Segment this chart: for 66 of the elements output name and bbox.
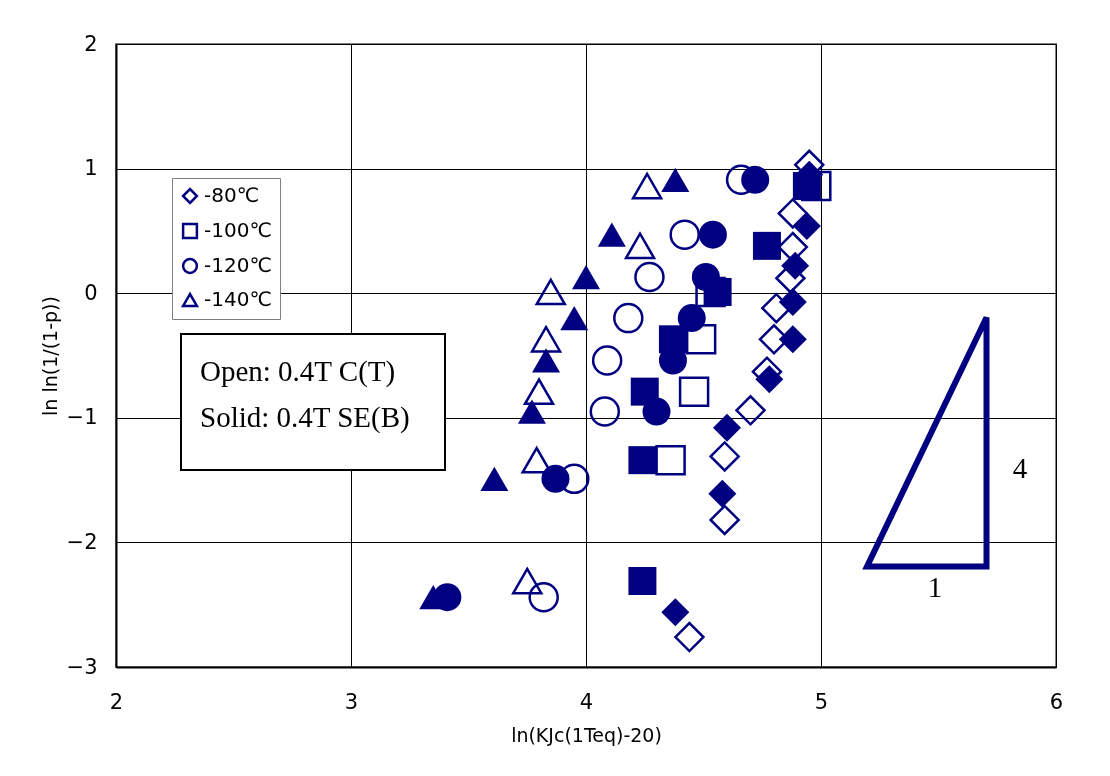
point xyxy=(792,211,821,240)
point xyxy=(655,444,686,476)
point xyxy=(678,376,710,407)
point xyxy=(741,165,770,194)
annotation: Solid: 0.4T SE(B) xyxy=(200,400,411,435)
x-tick-label: 6 xyxy=(1049,689,1064,714)
point xyxy=(691,263,720,291)
point xyxy=(613,302,644,334)
x-tick-label: 2 xyxy=(109,689,124,714)
y-axis-title: ln ln(1/(1-p)) xyxy=(38,296,61,416)
point xyxy=(535,278,566,306)
x-axis-title: ln(KJc(1Teq)-20) xyxy=(511,723,662,746)
point xyxy=(708,479,737,508)
point xyxy=(642,397,671,426)
y-tick-label: −2 xyxy=(66,529,98,554)
point xyxy=(597,222,626,247)
x-tick-label: 5 xyxy=(814,689,829,714)
annotation: 4 xyxy=(1012,451,1028,484)
point xyxy=(677,304,706,333)
point xyxy=(792,172,821,201)
point xyxy=(628,446,657,475)
y-tick-label: 2 xyxy=(84,31,98,56)
point xyxy=(713,413,741,442)
annotation: Open: 0.4T C(T) xyxy=(200,354,397,389)
point xyxy=(698,220,727,249)
point xyxy=(512,567,543,595)
point xyxy=(781,251,810,280)
point xyxy=(480,466,509,491)
point xyxy=(778,325,807,354)
note-box: Open: 0.4T C(T) Solid: 0.4T SE(B) xyxy=(180,333,446,471)
point xyxy=(560,306,589,331)
point xyxy=(661,598,690,627)
point xyxy=(709,441,740,472)
y-tick-label: −3 xyxy=(66,654,98,679)
y-tick-label: 1 xyxy=(84,156,98,181)
legend-label: -100℃ xyxy=(204,218,272,242)
y-tick-label: 0 xyxy=(84,280,98,305)
point xyxy=(532,348,561,373)
point xyxy=(674,621,705,653)
point xyxy=(517,399,546,424)
point xyxy=(628,567,657,596)
legend-label: -140℃ xyxy=(204,287,272,311)
legend-label: -120℃ xyxy=(204,253,272,277)
point xyxy=(735,395,766,426)
point xyxy=(778,287,807,316)
point xyxy=(541,464,570,493)
point xyxy=(528,582,559,613)
point xyxy=(661,167,690,192)
legend-label: -80℃ xyxy=(204,183,260,207)
point xyxy=(624,232,656,260)
point xyxy=(709,504,740,536)
point xyxy=(530,325,562,353)
point xyxy=(669,219,700,250)
x-tick-label: 4 xyxy=(579,689,594,714)
point xyxy=(591,345,623,376)
point xyxy=(755,365,784,394)
point xyxy=(572,264,600,290)
point xyxy=(589,396,621,427)
point xyxy=(752,231,781,260)
x-tick-label: 3 xyxy=(344,689,359,714)
point xyxy=(523,378,555,406)
y-tick-label: −1 xyxy=(66,405,98,430)
point xyxy=(631,172,663,200)
annotation: 1 xyxy=(927,570,943,603)
point xyxy=(521,446,552,474)
point xyxy=(634,261,665,293)
